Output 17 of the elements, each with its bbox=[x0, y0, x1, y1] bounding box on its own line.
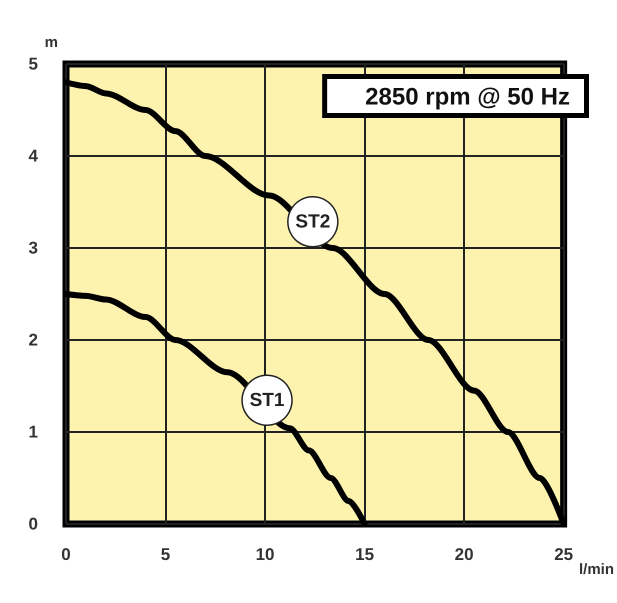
y-tick-label: 1 bbox=[28, 422, 38, 442]
x-tick-label: 5 bbox=[160, 545, 170, 564]
series-label: ST1 bbox=[250, 390, 285, 411]
y-axis-title: m bbox=[44, 34, 58, 51]
x-tick-label: 20 bbox=[454, 545, 474, 564]
x-tick-label: 0 bbox=[61, 545, 71, 564]
x-tick-label: 10 bbox=[256, 545, 275, 564]
x-axis-title: l/min bbox=[578, 561, 614, 578]
annotation: 2850 rpm @ 50 Hz bbox=[365, 84, 570, 110]
y-tick-label: 3 bbox=[28, 238, 38, 258]
x-tick-label: 25 bbox=[554, 545, 574, 564]
series-label: ST2 bbox=[295, 211, 330, 232]
x-tick-label: 15 bbox=[355, 545, 374, 564]
y-tick-label: 4 bbox=[28, 146, 39, 166]
y-tick-label: 0 bbox=[28, 514, 38, 534]
y-tick-label: 5 bbox=[28, 54, 38, 74]
y-tick-label: 2 bbox=[28, 330, 38, 350]
